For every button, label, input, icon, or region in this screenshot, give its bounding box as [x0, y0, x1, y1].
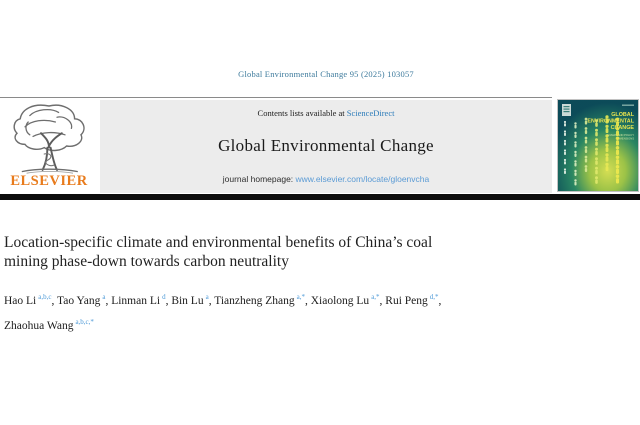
author-separator: , [105, 294, 112, 307]
sciencedirect-link[interactable]: ScienceDirect [346, 108, 395, 118]
author: Bin Lu a, [171, 293, 215, 307]
cover-figures [563, 115, 620, 186]
author-affiliation-sup: a,b,c,* [75, 317, 94, 326]
elsevier-wordmark: ELSEVIER [10, 173, 88, 189]
homepage-link[interactable]: www.elsevier.com/locate/gloenvcha [295, 174, 430, 184]
author-affiliation-sup: d [162, 293, 166, 301]
journal-title: Global Environmental Change [218, 136, 434, 155]
journal-citation: Global Environmental Change 95 (2025) 10… [238, 69, 414, 79]
author-affiliation-sup: d,* [429, 293, 439, 301]
author-separator: , [51, 294, 58, 307]
contents-line: Contents lists available at ScienceDirec… [258, 108, 395, 118]
author-affiliation-sup: a,* [296, 293, 305, 301]
author: Linman Li d, [111, 293, 172, 307]
cover-title-line3: CHANGE [611, 125, 635, 131]
author: Xiaolong Lu a,*, [310, 293, 386, 307]
elsevier-logo: ELSEVIER [2, 101, 96, 193]
cover-subtitle-line2: DIMENSIONS [617, 137, 634, 141]
journal-header-box: Contents lists available at ScienceDirec… [100, 100, 552, 193]
journal-cover-art: GLOBAL ENVIRONMENTAL CHANGE HUMAN AND PO… [558, 100, 638, 191]
cover-issue-info [622, 104, 634, 106]
author-separator: , [208, 294, 215, 307]
author-separator: , [304, 294, 311, 307]
article-title-line2: mining phase-down towards carbon neutral… [4, 253, 289, 270]
cover-subtitle-line1: HUMAN AND POLICY [607, 133, 634, 137]
author-affiliation-sup: a [205, 293, 209, 301]
cover-title-line1: GLOBAL [611, 112, 634, 118]
author-list: Hao Li a,b,c, Tao Yang a, Linman Li d, Bin … [4, 287, 624, 337]
author: Hao Li a,b,c, [4, 293, 58, 307]
header-top-rule [0, 97, 552, 98]
article-title: Location-specific climate and environmen… [4, 233, 564, 271]
journal-cover-thumbnail: GLOBAL ENVIRONMENTAL CHANGE HUMAN AND PO… [557, 99, 639, 192]
author: Tianzheng Zhang a,*, [214, 293, 311, 307]
cover-logo-block [562, 104, 571, 116]
homepage-line: journal homepage: www.elsevier.com/locat… [223, 174, 430, 184]
author: Rui Peng d,*, [385, 293, 442, 307]
cover-title-line2: ENVIRONMENTAL [587, 119, 634, 125]
author-affiliation-sup: a,b,c [38, 293, 52, 301]
author-affiliation-sup: a [102, 293, 106, 301]
homepage-prefix: journal homepage: [222, 174, 296, 184]
author-separator: , [438, 294, 442, 307]
elsevier-tree-icon [13, 104, 85, 174]
author-separator: , [379, 294, 386, 307]
author-affiliation-sup: a,* [371, 293, 380, 301]
author: Zhaohua Wang a,b,c,* [4, 317, 94, 332]
author: Tao Yang a, [57, 293, 112, 307]
header-bottom-rule [0, 194, 640, 200]
article-title-line1: Location-specific climate and environmen… [4, 234, 433, 251]
contents-prefix: Contents lists available at [257, 108, 347, 118]
author-separator: , [165, 294, 172, 307]
